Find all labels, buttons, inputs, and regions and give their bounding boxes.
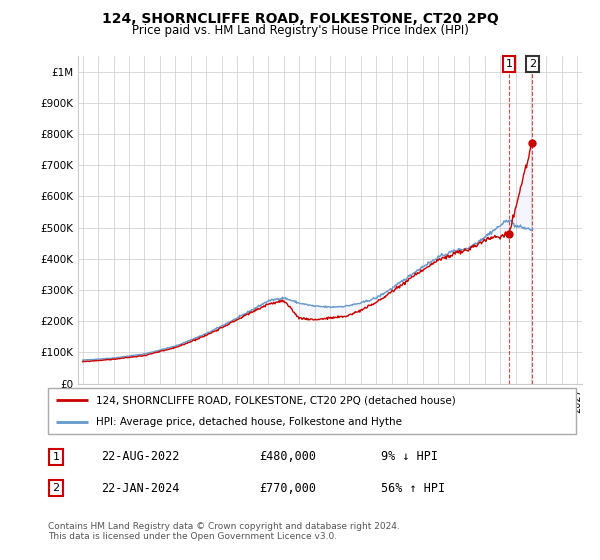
Text: HPI: Average price, detached house, Folkestone and Hythe: HPI: Average price, detached house, Folk… bbox=[95, 417, 401, 427]
Text: 22-AUG-2022: 22-AUG-2022 bbox=[101, 450, 179, 463]
Text: 56% ↑ HPI: 56% ↑ HPI bbox=[380, 482, 445, 494]
Text: 124, SHORNCLIFFE ROAD, FOLKESTONE, CT20 2PQ: 124, SHORNCLIFFE ROAD, FOLKESTONE, CT20 … bbox=[101, 12, 499, 26]
Text: 1: 1 bbox=[52, 452, 59, 462]
Text: 2: 2 bbox=[52, 483, 59, 493]
Text: 1: 1 bbox=[506, 59, 512, 69]
Text: Contains HM Land Registry data © Crown copyright and database right 2024.
This d: Contains HM Land Registry data © Crown c… bbox=[48, 522, 400, 542]
Text: £480,000: £480,000 bbox=[259, 450, 316, 463]
Text: 2: 2 bbox=[529, 59, 536, 69]
Text: 22-JAN-2024: 22-JAN-2024 bbox=[101, 482, 179, 494]
FancyBboxPatch shape bbox=[48, 388, 576, 434]
Text: Price paid vs. HM Land Registry's House Price Index (HPI): Price paid vs. HM Land Registry's House … bbox=[131, 24, 469, 36]
Text: £770,000: £770,000 bbox=[259, 482, 316, 494]
Text: 9% ↓ HPI: 9% ↓ HPI bbox=[380, 450, 437, 463]
Text: 124, SHORNCLIFFE ROAD, FOLKESTONE, CT20 2PQ (detached house): 124, SHORNCLIFFE ROAD, FOLKESTONE, CT20 … bbox=[95, 395, 455, 405]
